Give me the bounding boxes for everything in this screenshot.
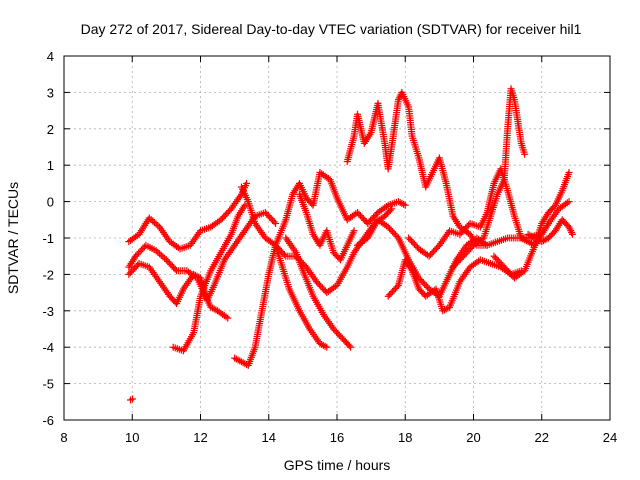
chart-title: Day 272 of 2017, Sidereal Day-to-day VTE… xyxy=(81,21,582,37)
data-point-track-a xyxy=(145,214,153,222)
y-tick-label: 1 xyxy=(47,158,54,173)
data-point-track-a xyxy=(147,215,155,223)
data-point-track-p xyxy=(568,230,576,238)
x-tick-label: 14 xyxy=(262,430,276,445)
data-point-outlier xyxy=(129,395,137,403)
data-point-track-b xyxy=(159,253,167,261)
data-point-track-h xyxy=(347,343,355,351)
data-point-track-b xyxy=(161,254,169,262)
data-point-track-o xyxy=(565,168,573,176)
data-point-track-o xyxy=(550,203,558,211)
data-point-track-p xyxy=(567,227,575,235)
y-tick-label: 4 xyxy=(47,49,54,64)
data-point-track-e xyxy=(398,199,406,207)
x-tick-label: 16 xyxy=(330,430,344,445)
data-point-track-b xyxy=(171,265,179,273)
data-point-track-b xyxy=(152,247,160,255)
y-tick-label: 2 xyxy=(47,122,54,137)
y-tick-label: -6 xyxy=(42,413,54,428)
y-tick-label: -5 xyxy=(42,377,54,392)
y-tick-label: 3 xyxy=(47,85,54,100)
data-point-track-e xyxy=(401,201,409,209)
data-point-track-a xyxy=(149,217,157,225)
data-point-track-e xyxy=(400,200,408,208)
data-point-track-c xyxy=(193,272,201,280)
data-point-track-b xyxy=(222,313,230,321)
data-point-track-d xyxy=(241,201,249,209)
data-point-track-e xyxy=(382,202,390,210)
x-tick-label: 12 xyxy=(193,430,207,445)
data-point-track-f xyxy=(388,205,396,213)
y-tick-label: -1 xyxy=(42,231,54,246)
data-point-track-a xyxy=(152,220,160,228)
data-point-track-a xyxy=(243,179,251,187)
y-tick-label: -4 xyxy=(42,340,54,355)
x-tick-label: 24 xyxy=(603,430,617,445)
data-point-track-b xyxy=(154,248,162,256)
data-point-track-g xyxy=(321,342,329,350)
y-tick-label: -2 xyxy=(42,267,54,282)
data-point-track-m xyxy=(563,199,571,207)
x-axis-label: GPS time / hours xyxy=(284,457,391,473)
data-point-track-a xyxy=(150,219,158,227)
data-point-track-l xyxy=(393,283,401,291)
data-point-track-c xyxy=(270,218,278,226)
data-point-track-p xyxy=(541,236,549,244)
data-point-track-n xyxy=(521,150,529,158)
data-point-track-k xyxy=(393,232,401,240)
data-points xyxy=(125,85,576,404)
x-tick-label: 22 xyxy=(535,430,549,445)
y-axis-label: SDTVAR / TECUs xyxy=(5,182,21,294)
x-tick-label: 18 xyxy=(398,430,412,445)
data-point-track-b xyxy=(156,250,164,258)
y-tick-label: 0 xyxy=(47,195,54,210)
data-point-track-h xyxy=(345,342,353,350)
x-tick-label: 8 xyxy=(60,430,67,445)
data-point-track-f xyxy=(386,206,394,214)
data-point-track-f xyxy=(280,251,288,259)
data-point-track-m xyxy=(565,198,573,206)
data-point-track-b xyxy=(224,314,232,322)
y-tick-label: -3 xyxy=(42,304,54,319)
data-point-track-g xyxy=(323,343,331,351)
x-tick-label: 10 xyxy=(125,430,139,445)
data-point-track-b xyxy=(157,251,165,259)
data-point-track-g xyxy=(319,341,327,349)
data-point-track-c xyxy=(272,219,280,227)
x-tick-label: 20 xyxy=(466,430,480,445)
data-point-track-a xyxy=(154,222,162,230)
data-point-track-i xyxy=(350,227,358,235)
